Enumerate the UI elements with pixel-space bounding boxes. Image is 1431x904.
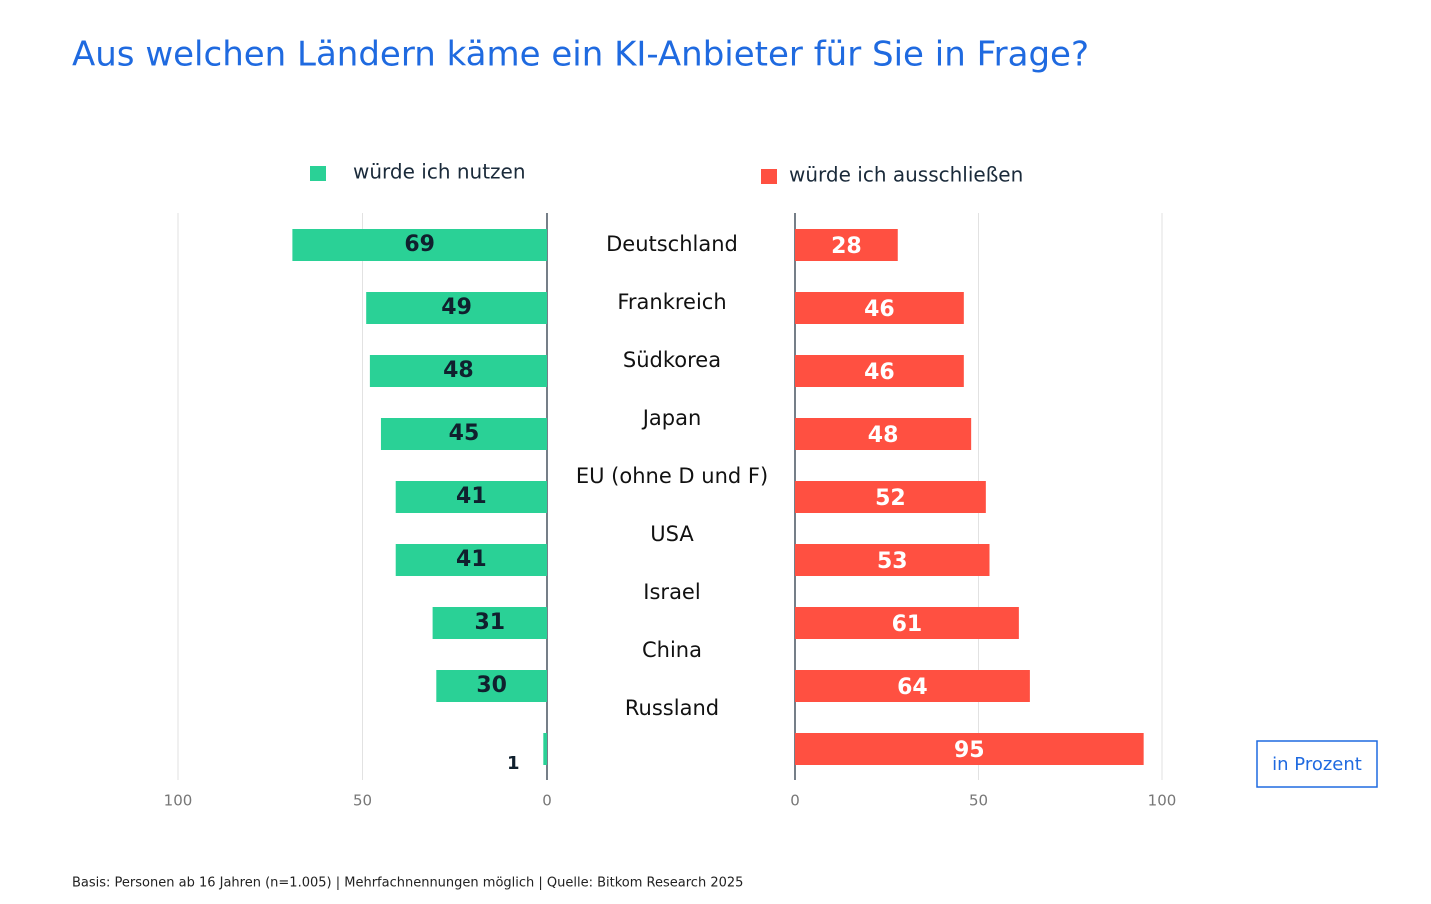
value-label: 53 (877, 549, 908, 574)
bar (795, 733, 1144, 765)
x-tick-label: 50 (353, 792, 372, 810)
annotation: in Prozent (1272, 754, 1362, 775)
bar (795, 544, 990, 576)
legend-swatch (761, 169, 777, 184)
category-label: EU (ohne D und F) (576, 464, 768, 488)
bar (795, 418, 972, 450)
bar (380, 418, 547, 450)
category-label: Russland (625, 696, 719, 720)
value-label: 28 (831, 234, 862, 259)
bar (543, 733, 547, 765)
category-label: Japan (641, 406, 702, 430)
bar (795, 229, 898, 261)
value-label: 64 (897, 675, 928, 700)
footnote: Basis: Personen ab 16 Jahren (n=1.005) |… (72, 876, 743, 891)
bar (366, 292, 547, 324)
category-label: Südkorea (623, 348, 721, 372)
bar (432, 607, 547, 639)
legend-swatch (310, 166, 326, 181)
annotation-box (1256, 740, 1378, 788)
value-label: 46 (864, 360, 895, 385)
category-label: Israel (643, 580, 700, 604)
value-label: 61 (892, 612, 923, 637)
value-label: 48 (443, 358, 474, 383)
bar (795, 355, 964, 387)
category-label: USA (650, 522, 694, 546)
value-label: 1 (507, 753, 520, 774)
value-label: 31 (474, 610, 505, 635)
value-label: 48 (868, 423, 899, 448)
category-label: Frankreich (617, 290, 726, 314)
bar (395, 481, 547, 513)
legend-label: würde ich ausschließen (789, 163, 1023, 187)
value-label: 46 (864, 297, 895, 322)
x-tick-label: 50 (969, 792, 988, 810)
value-label: 41 (456, 547, 487, 572)
x-tick-label: 0 (790, 792, 800, 810)
bar (395, 544, 547, 576)
x-tick-label: 100 (164, 792, 193, 810)
chart-title: Aus welchen Ländern käme ein KI-Anbieter… (72, 35, 1089, 75)
bar (795, 607, 1019, 639)
x-tick-label: 0 (542, 792, 552, 810)
x-tick-label: 100 (1148, 792, 1177, 810)
category-label: Deutschland (606, 232, 738, 256)
value-label: 30 (476, 673, 507, 698)
value-label: 52 (875, 486, 906, 511)
value-label: 41 (456, 484, 487, 509)
bar (795, 670, 1030, 702)
legend-label: würde ich nutzen (353, 160, 526, 184)
value-label: 69 (404, 232, 435, 257)
bar (369, 355, 547, 387)
value-label: 49 (441, 295, 472, 320)
bar (795, 481, 986, 513)
value-label: 95 (954, 738, 985, 763)
category-label: China (642, 638, 702, 662)
value-label: 45 (449, 421, 480, 446)
bar (436, 670, 547, 702)
bar (795, 292, 964, 324)
bar (292, 229, 547, 261)
